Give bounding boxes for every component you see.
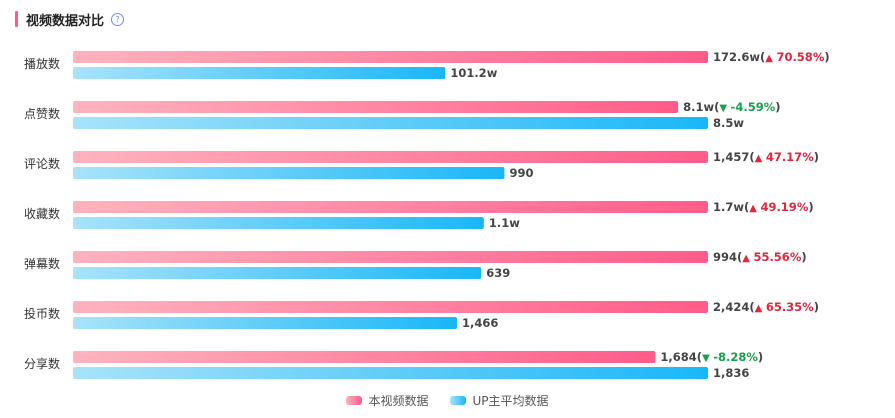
legend-label-average: UP主平均数据 [472, 394, 549, 408]
bar-current [73, 351, 656, 363]
accent-bar [15, 11, 18, 27]
comparison-bar-chart: 播放数 172.6w(▲ 70.58%) 101.2w 点赞数 8.1w(▼ -4.59… [24, 50, 830, 380]
bar-current [73, 151, 708, 163]
legend-label-current: 本视频数据 [368, 394, 429, 408]
bar-current [73, 201, 708, 213]
legend-swatch-current [346, 396, 363, 405]
page-title: 视频数据对比 [26, 13, 105, 29]
section-header: 视频数据对比 ? [15, 10, 125, 29]
bar-average [73, 317, 458, 329]
category-label: 弹幕数 [24, 256, 60, 271]
value-label-average: 639 [486, 266, 510, 280]
legend-swatch-average [450, 396, 467, 405]
bar-current [73, 101, 679, 113]
bar-current [73, 301, 708, 313]
help-icon[interactable]: ? [111, 12, 125, 26]
bar-average [73, 167, 505, 179]
category-label: 投币数 [24, 306, 60, 321]
bar-average [73, 367, 708, 379]
legend-item-current[interactable]: 本视频数据 [346, 392, 428, 409]
value-label-current: 2,424(▲ 65.35%) [713, 300, 819, 314]
bar-average [73, 117, 708, 129]
value-label-average: 8.5w [713, 116, 744, 130]
bar-current [73, 51, 708, 63]
bar-average [73, 217, 484, 229]
category-label: 分享数 [24, 356, 60, 371]
category-label: 播放数 [24, 56, 60, 71]
value-label-current: 8.1w(▼ -4.59%) [683, 100, 780, 114]
bar-average [73, 267, 482, 279]
bar-average [73, 67, 446, 79]
bar-current [73, 251, 708, 263]
value-label-average: 990 [509, 166, 533, 180]
value-label-average: 1.1w [489, 216, 520, 230]
value-label-current: 994(▲ 55.56%) [713, 250, 807, 264]
value-label-average: 1,466 [462, 316, 498, 330]
value-label-current: 172.6w(▲ 70.58%) [713, 50, 830, 64]
category-label: 点赞数 [24, 106, 60, 121]
legend-item-average[interactable]: UP主平均数据 [450, 392, 549, 409]
value-label-current: 1,457(▲ 47.17%) [713, 150, 819, 164]
category-label: 评论数 [24, 156, 60, 171]
value-label-average: 1,836 [713, 366, 749, 380]
value-label-average: 101.2w [450, 66, 497, 80]
value-label-current: 1,684(▼ -8.28%) [660, 350, 763, 364]
value-label-current: 1.7w(▲ 49.19%) [713, 200, 814, 214]
category-label: 收藏数 [24, 206, 60, 221]
chart-legend: 本视频数据 UP主平均数据 [0, 392, 895, 409]
